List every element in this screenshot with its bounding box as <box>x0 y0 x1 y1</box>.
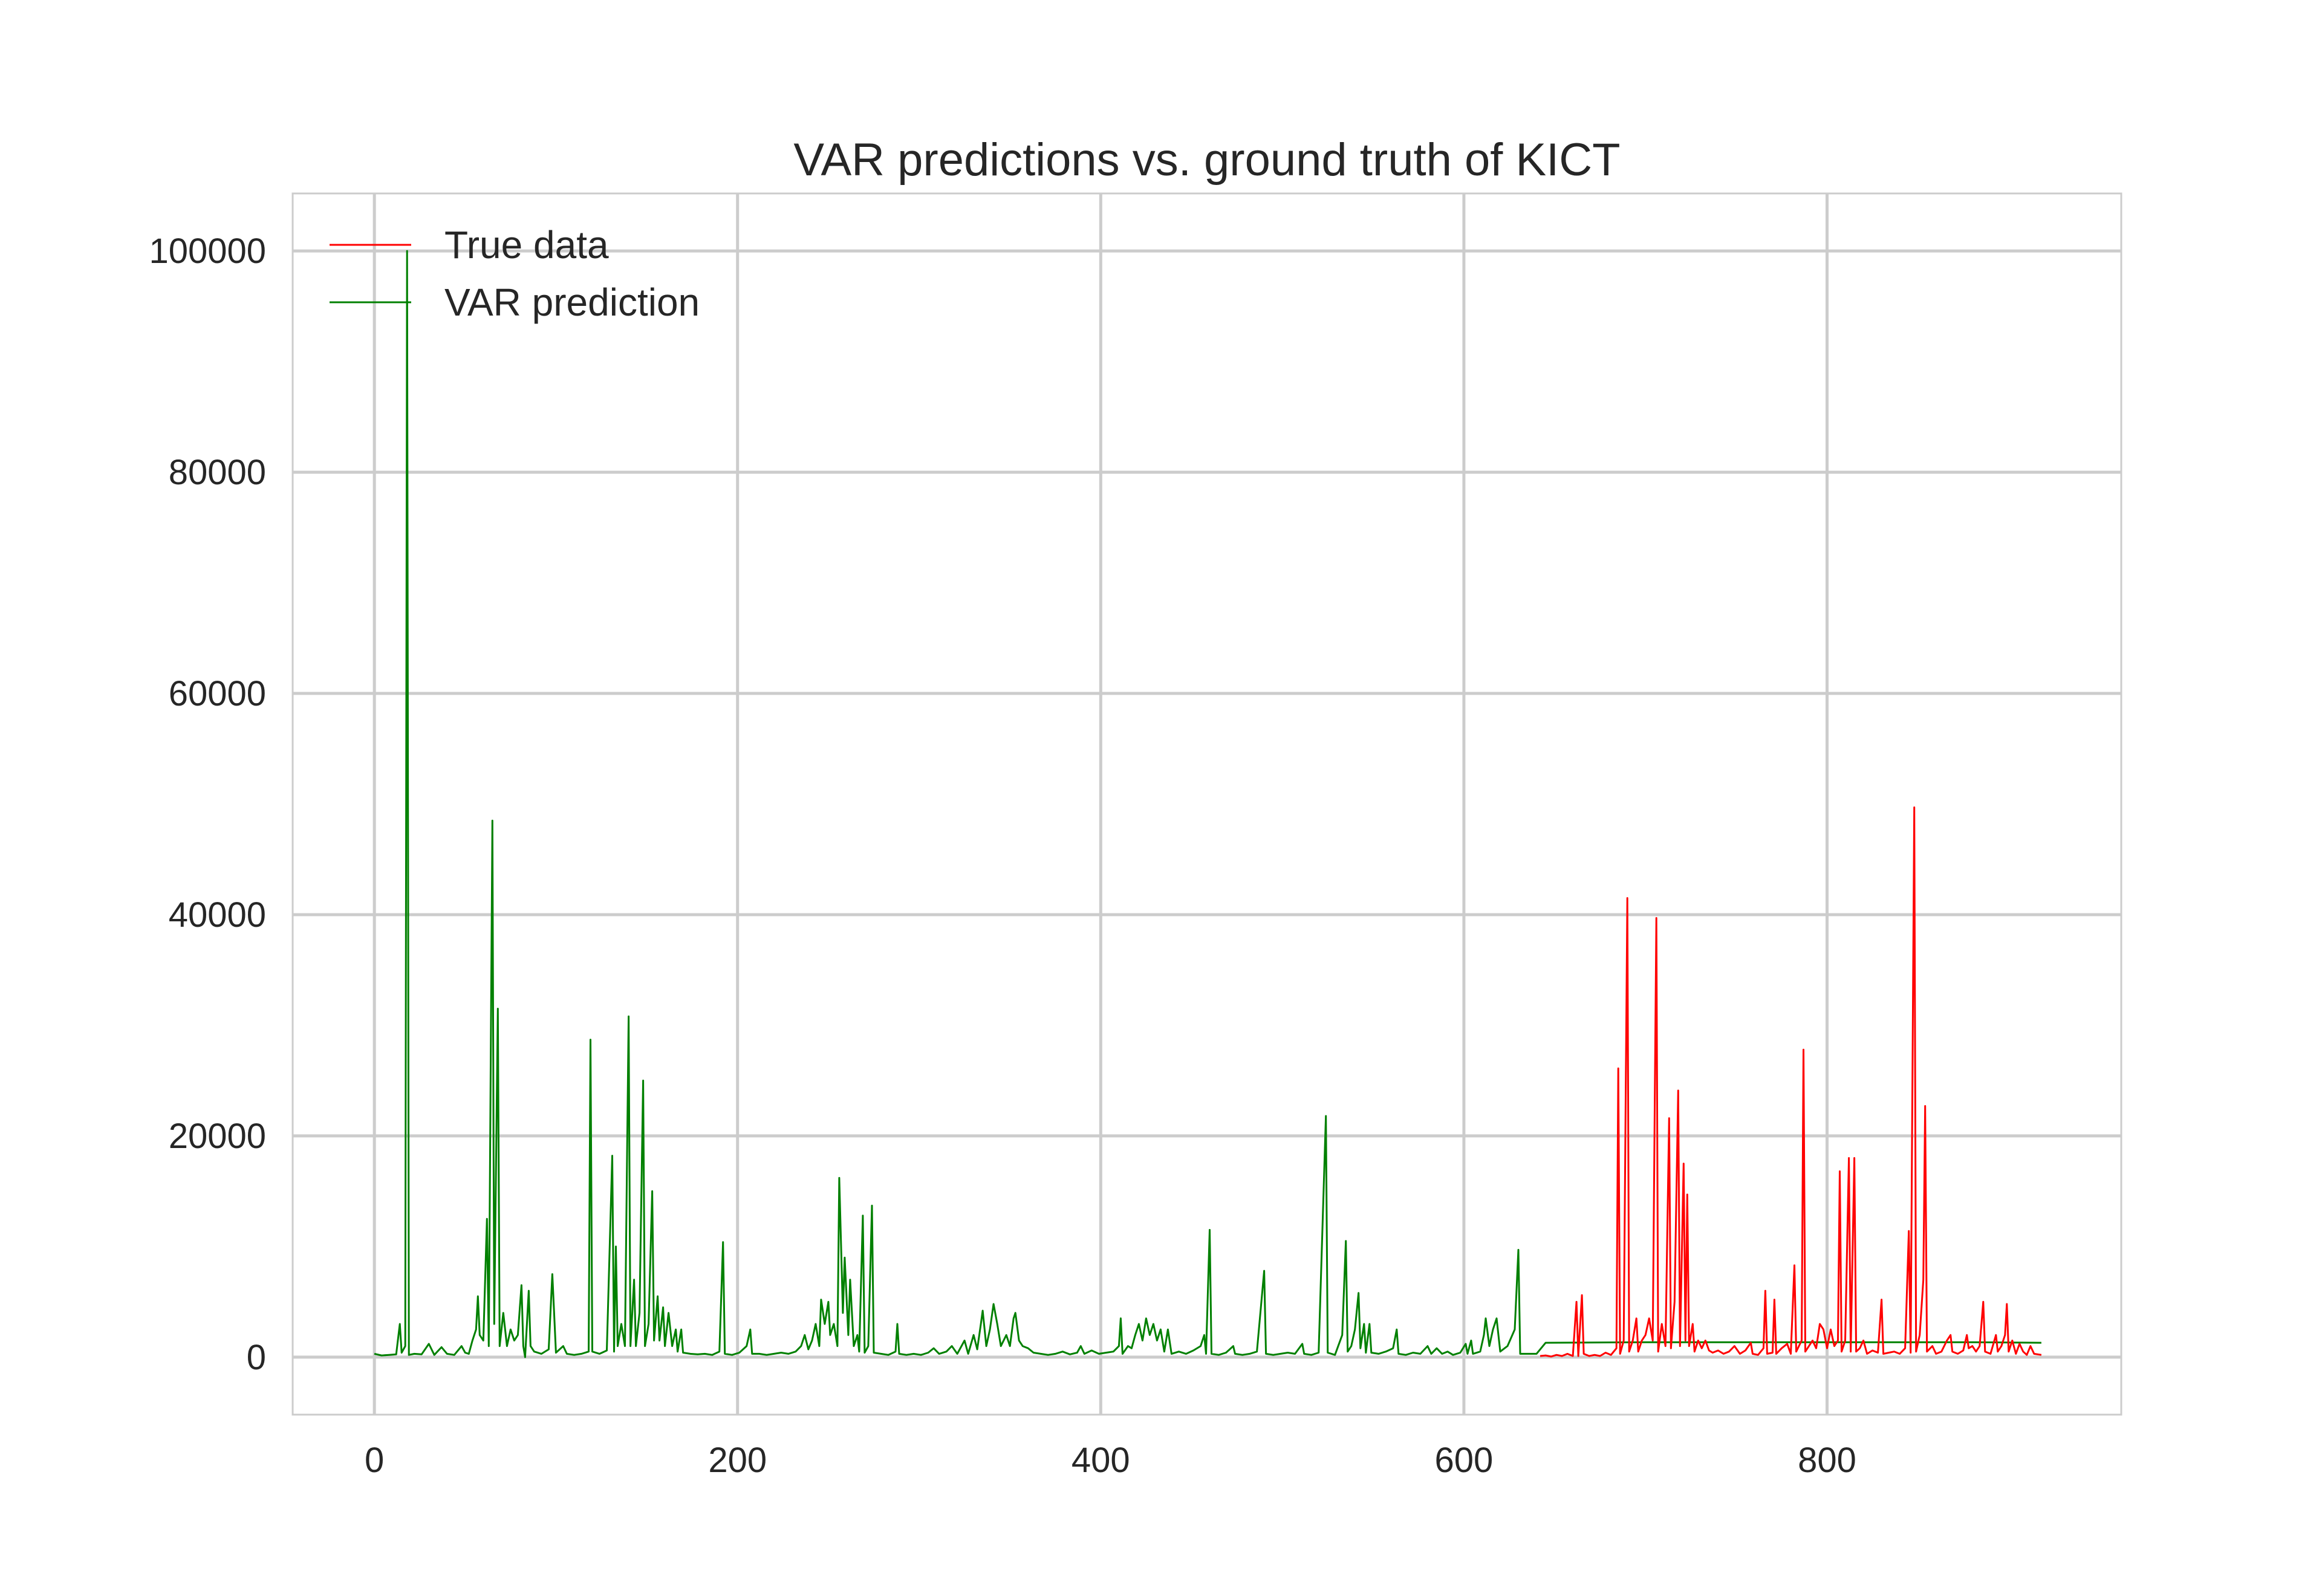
x-tick-label: 600 <box>1435 1441 1494 1480</box>
series-line-true-data <box>1540 806 2042 1358</box>
y-tick-label: 20000 <box>169 1117 266 1156</box>
y-axis: 0 20000 40000 60000 80000 100000 <box>149 232 266 1377</box>
y-tick-label: 40000 <box>169 895 266 935</box>
legend-label-true-data: True data <box>444 223 609 267</box>
legend: True data VAR prediction <box>330 223 700 324</box>
x-axis: 0 200 400 600 800 <box>365 1441 1856 1480</box>
axes-frame <box>291 192 2122 1416</box>
y-tick-label: 60000 <box>169 674 266 713</box>
y-tick-label: 80000 <box>169 453 266 492</box>
y-tick-label: 0 <box>247 1338 266 1377</box>
grid <box>293 193 2121 1415</box>
series-layer <box>374 250 2042 1358</box>
x-tick-label: 400 <box>1072 1441 1130 1480</box>
y-tick-label: 100000 <box>149 232 266 271</box>
x-tick-label: 800 <box>1798 1441 1856 1480</box>
series-line-var-prediction <box>374 250 2041 1358</box>
x-tick-label: 0 <box>365 1441 384 1480</box>
x-tick-label: 200 <box>708 1441 767 1480</box>
chart-title: VAR predictions vs. ground truth of KICT <box>793 134 1620 186</box>
legend-label-var-prediction: VAR prediction <box>444 281 700 324</box>
